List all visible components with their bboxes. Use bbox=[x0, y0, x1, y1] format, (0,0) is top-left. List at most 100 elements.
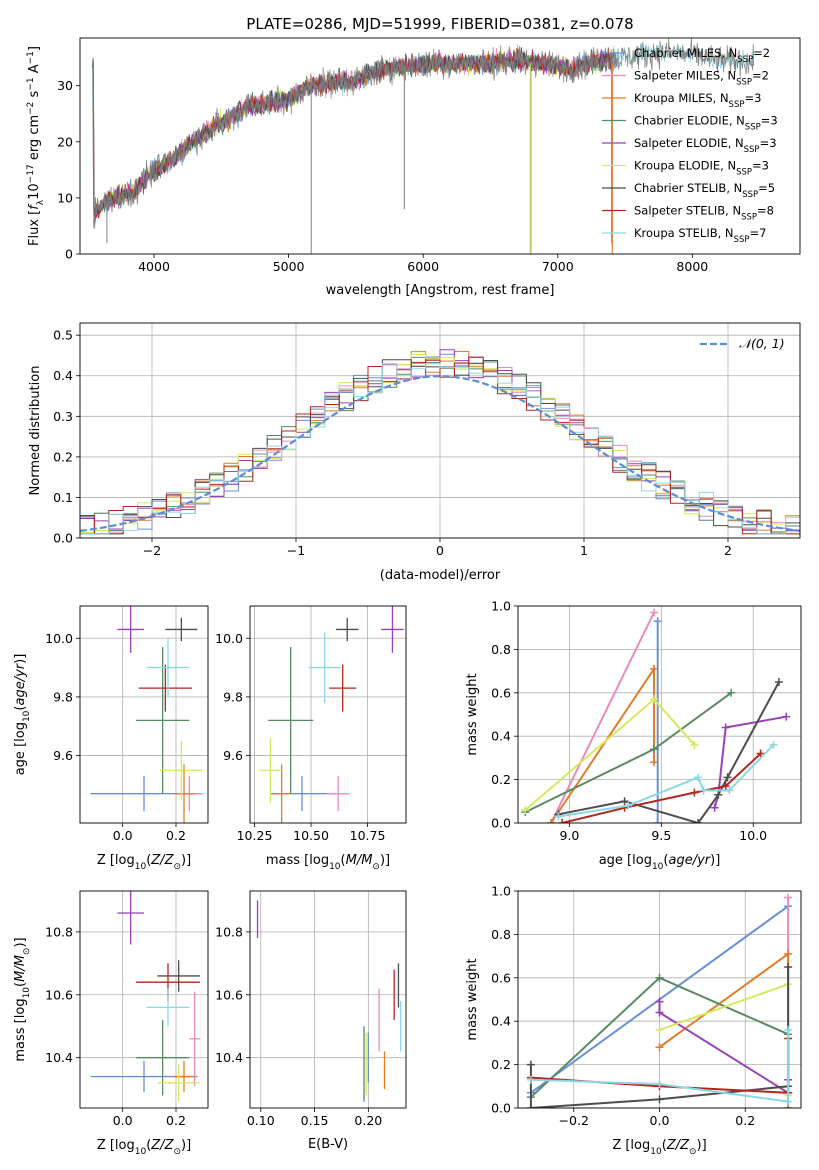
weight-marker bbox=[649, 745, 658, 754]
weight-marker bbox=[649, 664, 658, 673]
x-axis-label: Z [log10(Z/Z⊙)] bbox=[612, 1138, 706, 1157]
y-tick-label: 0.0 bbox=[491, 816, 511, 831]
x-tick-label: 0.20 bbox=[354, 1113, 382, 1128]
y-tick-label: 10.4 bbox=[45, 1050, 73, 1065]
y-axis-label: Flux [fλ10−17 erg cm−2 s−1 A−1] bbox=[26, 46, 46, 246]
weight-marker bbox=[769, 740, 778, 749]
panel-z-age: 0.0 0.2 9.6 9.8 10.0 Z [log10(Z/Z⊙)] age [log1… bbox=[13, 605, 209, 872]
panel-mass-age: 10.25 10.50 10.75 9.6 9.8 10.0 mass [log10(M/M… bbox=[215, 605, 407, 872]
weight-marker bbox=[714, 790, 723, 799]
weight-marker bbox=[655, 1025, 664, 1034]
weight-marker bbox=[558, 819, 567, 823]
axes: 0.0 0.2 10.4 10.6 10.8 bbox=[45, 890, 209, 1128]
weight-marker bbox=[649, 608, 658, 617]
x-tick-label: 0.15 bbox=[301, 1113, 329, 1128]
legend-entry: Salpeter MILES, NSSP=2 bbox=[634, 69, 769, 88]
y-axis-label: age [log10(age/yr)] bbox=[13, 654, 32, 776]
axes: 10.25 10.50 10.75 9.6 9.8 10.0 bbox=[215, 605, 407, 843]
x-tick-label: 5000 bbox=[273, 259, 305, 274]
y-tick-label: 0.3 bbox=[53, 409, 73, 424]
y-tick-label: 10.8 bbox=[45, 924, 73, 939]
legend-entry: Kroupa ELODIE, NSSP=3 bbox=[634, 159, 769, 178]
y-tick-label: 10.0 bbox=[215, 631, 243, 646]
weight-marker bbox=[756, 749, 765, 758]
weight-marker bbox=[784, 1025, 793, 1034]
y-tick-label: 0.6 bbox=[491, 685, 511, 700]
weight-marker bbox=[655, 1095, 664, 1104]
axes-frame bbox=[79, 37, 801, 255]
y-tick-label: 0.4 bbox=[491, 1014, 511, 1029]
legend-entry: 𝒩(0, 1) bbox=[739, 336, 785, 351]
axes: 4000 5000 6000 7000 8000 0 10 20 30 bbox=[57, 37, 801, 274]
y-tick-label: 0.2 bbox=[491, 772, 511, 787]
y-tick-label: 30 bbox=[57, 78, 73, 93]
x-axis-label: mass [log10(M/M⊙)] bbox=[266, 853, 390, 872]
axes: 0.10 0.15 0.20 10.4 10.6 10.8 bbox=[215, 890, 407, 1128]
x-axis-label: (data-model)/error bbox=[380, 568, 501, 583]
y-axis-label: mass [log10(M/M⊙)] bbox=[13, 937, 32, 1061]
y-tick-label: 0.0 bbox=[491, 1101, 511, 1116]
y-tick-label: 0.2 bbox=[53, 449, 73, 464]
x-tick-label: 4000 bbox=[138, 259, 170, 274]
y-axis-label: Normed distribution bbox=[28, 366, 43, 496]
plot-area bbox=[80, 349, 800, 535]
y-tick-label: 10.0 bbox=[45, 631, 73, 646]
histogram-step bbox=[80, 363, 800, 535]
plot-area bbox=[91, 38, 755, 254]
weight-marker bbox=[782, 712, 791, 721]
x-tick-label: 0 bbox=[436, 543, 444, 558]
weight-marker bbox=[649, 758, 658, 767]
x-axis-label: age [log10(age/yr)] bbox=[599, 853, 721, 872]
weight-marker bbox=[690, 788, 699, 797]
y-tick-label: 0.2 bbox=[491, 1057, 511, 1072]
weight-line bbox=[550, 612, 655, 823]
weight-line bbox=[558, 744, 775, 818]
plot-area bbox=[521, 608, 791, 823]
x-tick-label: 1 bbox=[580, 543, 588, 558]
figure-title: PLATE=0286, MJD=51999, FIBERID=0381, z=0… bbox=[246, 15, 633, 33]
x-tick-label: −1 bbox=[287, 543, 305, 558]
y-tick-label: 0.8 bbox=[491, 927, 511, 942]
weight-marker bbox=[547, 819, 556, 823]
legend-entry: Chabrier MILES, NSSP=2 bbox=[634, 46, 770, 65]
x-tick-label: 0.0 bbox=[113, 1113, 133, 1128]
y-tick-label: 10.6 bbox=[45, 987, 73, 1002]
histogram-step bbox=[80, 354, 800, 535]
axes: 9.0 9.5 10.0 0.0 0.2 0.4 0.6 0.8 1.0 bbox=[491, 599, 802, 843]
weight-marker bbox=[521, 805, 530, 814]
x-tick-label: 0.2 bbox=[166, 1113, 186, 1128]
weight-marker bbox=[554, 812, 563, 821]
x-tick-label: 10.50 bbox=[293, 828, 329, 843]
x-tick-label: −0.2 bbox=[559, 1113, 589, 1128]
legend-entry: Kroupa STELIB, NSSP=7 bbox=[634, 226, 766, 245]
x-tick-label: 8000 bbox=[676, 259, 708, 274]
axes: −0.2 0.0 0.2 0.0 0.2 0.4 0.6 0.8 1.0 bbox=[491, 884, 802, 1128]
axes-frame bbox=[249, 890, 407, 1109]
spectrum-legend: Chabrier MILES, NSSP=2 Salpeter MILES, NS… bbox=[602, 46, 778, 245]
y-tick-label: 20 bbox=[57, 134, 73, 149]
weight-marker bbox=[694, 773, 703, 782]
plot-area bbox=[90, 606, 203, 823]
weight-marker bbox=[723, 773, 732, 782]
x-tick-label: 10.75 bbox=[350, 828, 386, 843]
weight-marker bbox=[526, 1060, 535, 1069]
weight-marker bbox=[624, 801, 633, 810]
weight-marker bbox=[784, 962, 793, 971]
weight-marker bbox=[690, 740, 699, 749]
y-tick-label: 0.4 bbox=[491, 729, 511, 744]
axes: 0.0 0.2 9.6 9.8 10.0 bbox=[45, 605, 209, 843]
x-tick-label: 0.10 bbox=[247, 1113, 275, 1128]
plot-area bbox=[256, 900, 402, 1102]
x-axis-label: E(B-V) bbox=[308, 1137, 348, 1152]
weight-marker bbox=[655, 973, 664, 982]
legend-entry: Chabrier STELIB, NSSP=5 bbox=[634, 181, 775, 200]
weight-marker bbox=[774, 677, 783, 686]
weight-marker bbox=[649, 695, 658, 704]
weight-line bbox=[713, 715, 787, 809]
weight-marker bbox=[655, 1043, 664, 1052]
weight-marker bbox=[710, 803, 719, 812]
axes-frame bbox=[79, 605, 209, 824]
legend-entry: Salpeter ELODIE, NSSP=3 bbox=[634, 136, 777, 155]
weight-marker bbox=[526, 1104, 535, 1108]
